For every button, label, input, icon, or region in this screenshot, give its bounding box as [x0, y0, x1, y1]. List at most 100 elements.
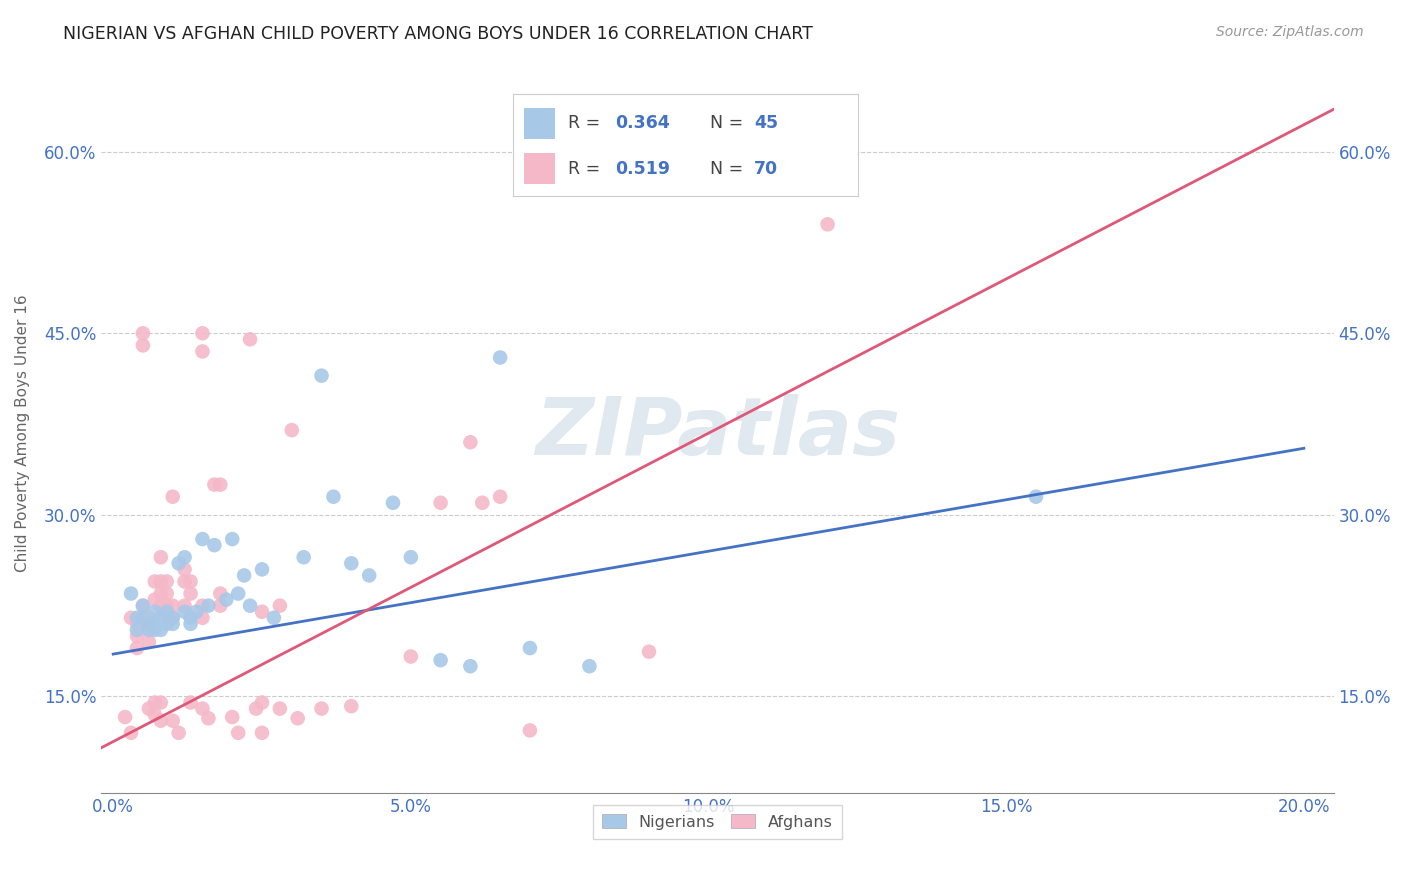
Point	[143, 623, 166, 637]
Bar	[523, 108, 554, 139]
Point	[132, 611, 155, 625]
Point	[322, 490, 344, 504]
Point	[191, 701, 214, 715]
Point	[250, 605, 273, 619]
Point	[132, 338, 155, 352]
Point	[167, 726, 190, 740]
Point	[143, 616, 166, 631]
Point	[132, 599, 155, 613]
Point	[817, 217, 839, 231]
Point	[186, 605, 208, 619]
Point	[578, 659, 600, 673]
Point	[149, 714, 172, 728]
Point	[263, 611, 285, 625]
Point	[399, 550, 422, 565]
Text: N =: N =	[710, 160, 742, 178]
Point	[340, 557, 363, 571]
Point	[173, 562, 195, 576]
Point	[191, 344, 214, 359]
Point	[156, 599, 179, 613]
Point	[226, 726, 249, 740]
Point	[162, 490, 184, 504]
Point	[221, 532, 243, 546]
Point	[149, 623, 172, 637]
Point	[311, 701, 333, 715]
Point	[149, 550, 172, 565]
Point	[519, 641, 541, 656]
Point	[173, 605, 195, 619]
Point	[269, 701, 291, 715]
Point	[226, 586, 249, 600]
Point	[125, 616, 148, 631]
Point	[191, 611, 214, 625]
Point	[143, 574, 166, 589]
Point	[460, 659, 482, 673]
Point	[180, 696, 202, 710]
Point	[132, 599, 155, 613]
Point	[167, 557, 190, 571]
Point	[125, 629, 148, 643]
Point	[460, 435, 482, 450]
Y-axis label: Child Poverty Among Boys Under 16: Child Poverty Among Boys Under 16	[15, 294, 30, 572]
Point	[202, 538, 225, 552]
Point	[215, 592, 238, 607]
Point	[156, 586, 179, 600]
Point	[381, 496, 404, 510]
Point	[359, 568, 381, 582]
Point	[239, 332, 262, 346]
Point	[132, 326, 155, 341]
Text: 70: 70	[754, 160, 779, 178]
Point	[519, 723, 541, 738]
Point	[120, 586, 142, 600]
Point	[149, 586, 172, 600]
Point	[180, 616, 202, 631]
Point	[138, 611, 160, 625]
Text: NIGERIAN VS AFGHAN CHILD POVERTY AMONG BOYS UNDER 16 CORRELATION CHART: NIGERIAN VS AFGHAN CHILD POVERTY AMONG B…	[63, 25, 813, 43]
Point	[429, 496, 451, 510]
Point	[156, 605, 179, 619]
Point	[120, 611, 142, 625]
Point	[138, 623, 160, 637]
Point	[191, 599, 214, 613]
Point	[281, 423, 304, 437]
Text: R =: R =	[568, 160, 600, 178]
Point	[250, 726, 273, 740]
Point	[149, 574, 172, 589]
Text: N =: N =	[710, 114, 742, 132]
Point	[191, 326, 214, 341]
Point	[143, 605, 166, 619]
Point	[250, 696, 273, 710]
Point	[132, 611, 155, 625]
Point	[138, 701, 160, 715]
Text: R =: R =	[568, 114, 600, 132]
Point	[209, 599, 232, 613]
Point	[162, 714, 184, 728]
Point	[120, 726, 142, 740]
Point	[162, 611, 184, 625]
Point	[162, 611, 184, 625]
Point	[311, 368, 333, 383]
Point	[197, 711, 219, 725]
Point	[114, 710, 136, 724]
Point	[202, 477, 225, 491]
Point	[471, 496, 494, 510]
Point	[149, 611, 172, 625]
Point	[162, 616, 184, 631]
Point	[173, 574, 195, 589]
Text: Source: ZipAtlas.com: Source: ZipAtlas.com	[1216, 25, 1364, 39]
Point	[125, 611, 148, 625]
Point	[143, 696, 166, 710]
Point	[239, 599, 262, 613]
Point	[156, 611, 179, 625]
Point	[180, 611, 202, 625]
Bar	[523, 153, 554, 184]
Point	[429, 653, 451, 667]
Point	[143, 707, 166, 722]
Point	[233, 568, 256, 582]
Point	[149, 696, 172, 710]
Point	[138, 635, 160, 649]
Text: 0.364: 0.364	[614, 114, 669, 132]
Point	[143, 592, 166, 607]
Point	[340, 699, 363, 714]
Text: 45: 45	[754, 114, 779, 132]
